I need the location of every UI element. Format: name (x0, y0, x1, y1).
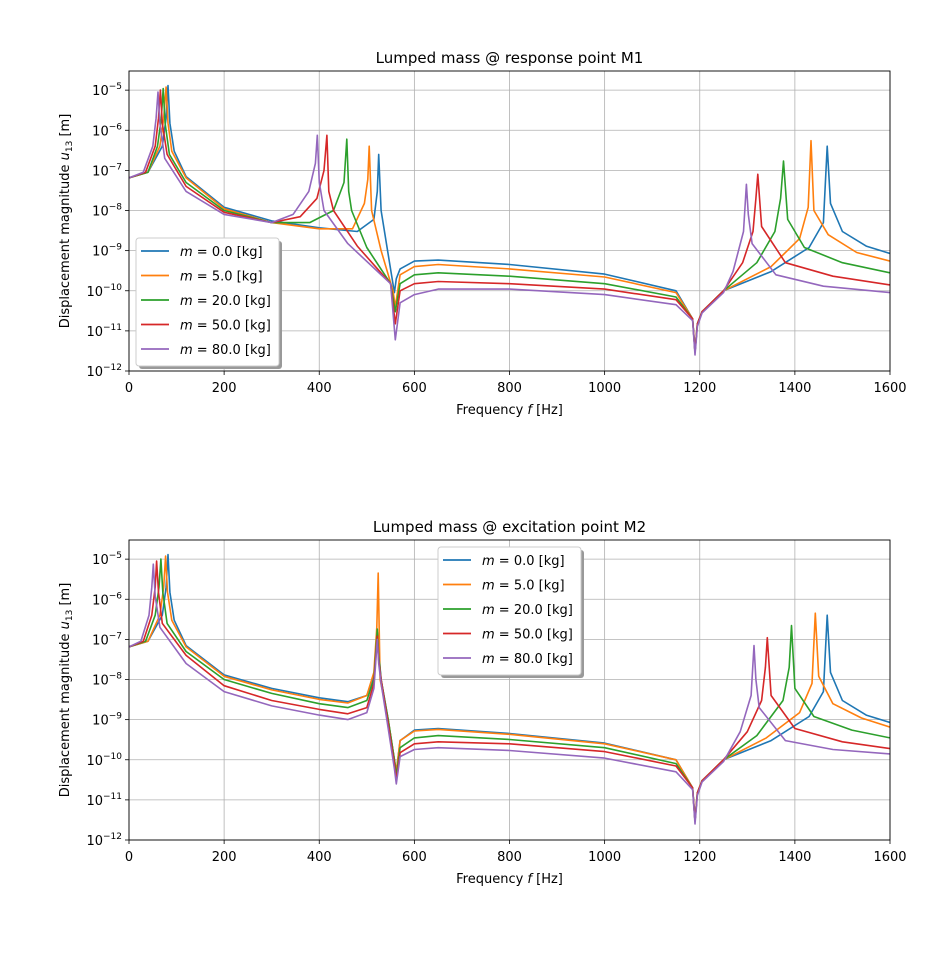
legend-entry: m = 50.0 [kg] (180, 319, 271, 334)
x-tick-label: 1600 (873, 381, 906, 396)
y-axis-label: Displacement magnitude u13 [m] (58, 114, 75, 329)
x-tick-label: 400 (307, 850, 332, 865)
legend-entry: m = 5.0 [kg] (482, 579, 565, 594)
y-tick-label: 10−11 (86, 792, 122, 809)
chart-title: Lumped mass @ excitation point M2 (373, 518, 646, 536)
series-line-2 (129, 86, 890, 353)
y-tick-label: 10−12 (86, 363, 122, 380)
x-tick-label: 1400 (778, 381, 811, 396)
y-tick-label: 10−6 (92, 122, 122, 139)
legend-entry: m = 0.0 [kg] (180, 245, 263, 260)
y-tick-label: 10−5 (92, 82, 122, 99)
x-tick-label: 200 (212, 850, 237, 865)
x-tick-label: 200 (212, 381, 237, 396)
y-tick-label: 10−11 (86, 323, 122, 340)
x-tick-label: 1400 (778, 850, 811, 865)
series-line-3 (129, 87, 890, 353)
y-tick-label: 10−6 (92, 591, 122, 608)
y-tick-label: 10−9 (92, 243, 122, 260)
series-line-5 (129, 563, 890, 825)
x-axis-label: Frequency f [Hz] (456, 403, 563, 418)
x-tick-label: 1200 (683, 850, 716, 865)
x-tick-label: 0 (125, 850, 133, 865)
y-tick-label: 10−7 (92, 631, 122, 648)
legend-box (437, 546, 582, 676)
legend-entry: m = 50.0 [kg] (482, 628, 573, 643)
legend-entry: m = 5.0 [kg] (180, 270, 263, 285)
y-tick-label: 10−12 (86, 832, 122, 849)
x-tick-label: 800 (497, 381, 522, 396)
x-tick-label: 1000 (588, 381, 621, 396)
x-tick-label: 1000 (588, 850, 621, 865)
legend: m = 0.0 [kg] m = 5.0 [kg] m = 20.0 [kg] m =… (135, 237, 282, 369)
x-tick-label: 0 (125, 381, 133, 396)
x-tick-label: 600 (402, 381, 427, 396)
x-tick-label: 1200 (683, 381, 716, 396)
chart-title: Lumped mass @ response point M1 (376, 49, 644, 67)
y-axis-label: Displacement magnitude u13 [m] (58, 583, 75, 798)
y-tick-label: 10−7 (92, 162, 122, 179)
chart-panel-2: 0 200 400 600 800 1000 1200 1400 1600 10−12 10−11 1… (58, 518, 907, 887)
series-line-5 (129, 91, 890, 356)
x-axis-label: Frequency f [Hz] (456, 872, 563, 887)
y-tick-label: 10−8 (92, 672, 122, 689)
y-tick-label: 10−10 (86, 283, 122, 300)
y-tick-label: 10−5 (92, 551, 122, 568)
chart-panel-1: 0 200 400 600 800 1000 1200 1400 1600 10−12 10−11 1… (58, 49, 907, 418)
legend-entry: m = 80.0 [kg] (482, 652, 573, 667)
y-tick-label: 10−10 (86, 752, 122, 769)
series-line-1 (129, 84, 890, 353)
x-tick-label: 600 (402, 850, 427, 865)
legend: m = 0.0 [kg] m = 5.0 [kg] m = 20.0 [kg] m =… (437, 546, 584, 678)
legend-box (135, 237, 280, 367)
y-tick-label: 10−8 (92, 203, 122, 220)
legend-entry: m = 20.0 [kg] (482, 603, 573, 618)
y-tick-label: 10−9 (92, 712, 122, 729)
legend-entry: m = 0.0 [kg] (482, 554, 565, 569)
x-tick-label: 1600 (873, 850, 906, 865)
legend-entry: m = 20.0 [kg] (180, 294, 271, 309)
legend-entry: m = 80.0 [kg] (180, 343, 271, 358)
x-tick-label: 800 (497, 850, 522, 865)
x-tick-label: 400 (307, 381, 332, 396)
